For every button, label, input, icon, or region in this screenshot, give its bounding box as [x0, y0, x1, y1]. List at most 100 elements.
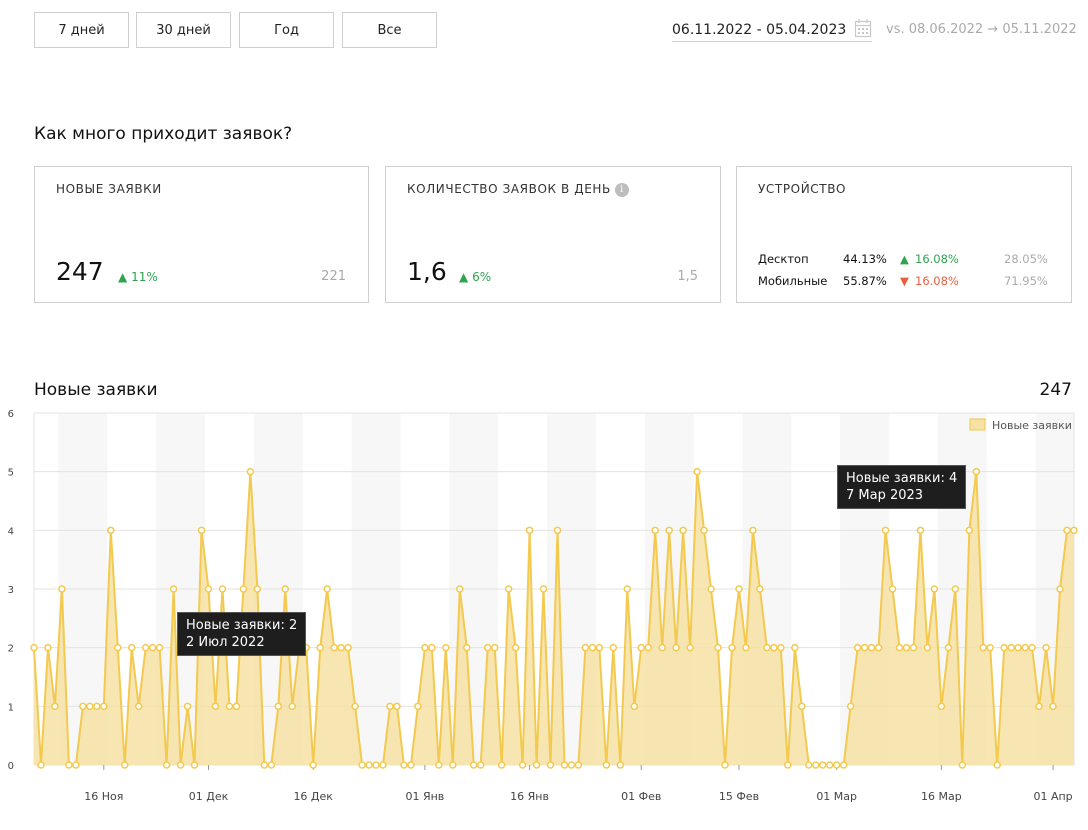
data-point	[756, 585, 764, 593]
data-point	[497, 761, 506, 769]
data-point	[351, 702, 359, 711]
data-point	[120, 761, 129, 769]
chart-title: Новые заявки	[34, 380, 158, 400]
data-point	[651, 526, 659, 535]
device-delta: 16.08%	[915, 274, 959, 288]
data-point	[323, 585, 331, 593]
data-point	[525, 526, 534, 535]
data-point	[386, 702, 394, 711]
device-prev: 28.05%	[1004, 252, 1048, 266]
data-point	[393, 702, 401, 711]
arrow-down-icon: ▼	[900, 274, 909, 288]
data-point	[274, 702, 283, 711]
data-point	[414, 702, 422, 711]
data-point	[1035, 702, 1043, 711]
period-7-days-button[interactable]: 7 дней	[34, 12, 129, 48]
data-point	[204, 585, 213, 593]
info-icon[interactable]: i	[614, 183, 629, 197]
data-point	[923, 643, 932, 652]
period-all-button[interactable]: Все	[342, 12, 437, 48]
period-year-button[interactable]: Год	[239, 12, 334, 48]
per-day-value: 1,6	[407, 257, 447, 286]
data-point	[742, 643, 750, 652]
data-point	[504, 585, 513, 593]
data-point	[1042, 643, 1050, 652]
data-point	[930, 585, 939, 593]
data-point	[539, 585, 548, 593]
data-point	[344, 643, 352, 652]
data-point	[637, 643, 645, 652]
data-point	[798, 702, 806, 711]
data-point	[337, 643, 345, 652]
data-point	[421, 643, 429, 652]
y-tick-label: 2	[8, 644, 14, 655]
data-point	[37, 761, 45, 769]
data-point	[379, 761, 387, 769]
data-point	[1021, 643, 1029, 652]
data-point	[107, 526, 115, 535]
data-point	[574, 761, 583, 769]
period-30-days-button[interactable]: 30 дней	[136, 12, 231, 48]
data-point	[428, 643, 436, 652]
data-point	[86, 702, 94, 711]
requests-area-chart[interactable]: 0 1 2 3 4 5 6 16 Ноя 01 Дек 16 Дек 01 Янв 16 Янв 01 …	[0, 400, 1088, 830]
data-point	[407, 761, 415, 769]
data-point	[442, 643, 450, 652]
data-point	[148, 643, 157, 652]
data-point	[860, 643, 869, 652]
tooltip-line-value: Новые заявки: 2	[186, 618, 298, 633]
chart-total: 247	[1039, 380, 1072, 400]
data-point	[846, 702, 855, 711]
y-tick-label: 3	[8, 585, 14, 596]
data-point	[749, 526, 757, 535]
data-point	[456, 585, 464, 593]
data-point	[449, 761, 457, 769]
data-point	[909, 643, 918, 652]
data-point	[72, 761, 80, 769]
device-name: Мобильные	[758, 274, 828, 288]
data-point	[469, 761, 478, 769]
data-point	[791, 643, 799, 652]
data-point	[218, 585, 227, 593]
data-point	[1000, 643, 1008, 652]
new-requests-value: 247	[56, 257, 104, 286]
x-tick-label: 01 Апр	[1033, 790, 1072, 803]
data-point	[825, 761, 834, 769]
data-point	[93, 702, 101, 711]
tooltip-line-date: 2 Июл 2022	[186, 635, 265, 650]
data-point	[79, 702, 87, 711]
data-point	[253, 585, 262, 593]
y-tick-label: 6	[8, 409, 14, 420]
data-point	[532, 761, 541, 769]
data-point	[777, 643, 785, 652]
data-point	[1063, 526, 1071, 535]
legend-label: Новые заявки	[992, 419, 1072, 432]
data-point	[1056, 585, 1064, 593]
chart-tooltip: Новые заявки: 4 7 Мар 2023	[837, 465, 967, 509]
data-point	[867, 643, 876, 652]
delta-value: 6%	[472, 270, 492, 284]
data-point	[518, 761, 527, 769]
data-point	[707, 585, 715, 593]
data-point	[672, 643, 680, 652]
data-point	[658, 643, 666, 652]
data-point	[141, 643, 150, 652]
data-point	[714, 643, 722, 652]
device-delta: 16.08%	[915, 252, 959, 266]
data-point	[616, 761, 625, 769]
data-point	[225, 702, 234, 711]
data-point	[553, 526, 562, 535]
x-tick-label: 01 Фев	[621, 790, 661, 803]
delta-value: 11%	[131, 270, 158, 284]
data-point	[1028, 643, 1036, 652]
date-range-input[interactable]: 06.11.2022 - 05.04.2023	[672, 18, 872, 42]
data-point	[993, 761, 1001, 769]
data-point	[721, 761, 729, 769]
data-point	[972, 467, 981, 476]
calendar-icon[interactable]	[854, 18, 872, 38]
data-point	[260, 761, 269, 769]
data-point	[211, 702, 220, 711]
data-point	[602, 761, 611, 769]
data-point	[155, 643, 164, 652]
data-point	[169, 585, 178, 593]
